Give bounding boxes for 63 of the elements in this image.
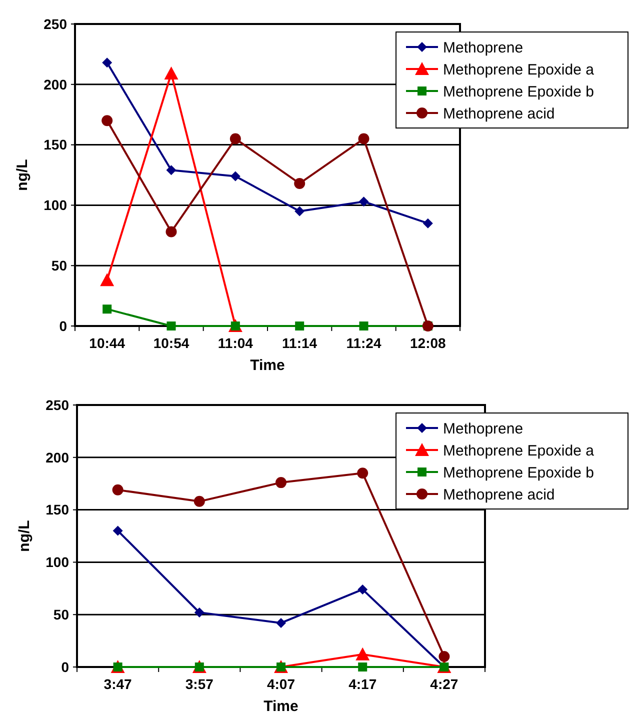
y-tick-label: 200 <box>44 76 68 92</box>
point <box>356 647 370 660</box>
point <box>166 226 177 238</box>
point <box>276 618 286 628</box>
legend-label: Methoprene Epoxide a <box>443 442 595 460</box>
point <box>194 496 205 507</box>
point <box>194 608 204 618</box>
point <box>438 651 450 662</box>
point <box>358 196 369 207</box>
point <box>230 171 240 182</box>
point <box>295 322 304 330</box>
point <box>100 273 114 286</box>
point <box>294 206 305 216</box>
legend-label: Methoprene Epoxide b <box>443 83 594 100</box>
point <box>422 218 433 228</box>
y-tick-label: 50 <box>53 606 70 622</box>
y-tick-label: 200 <box>46 449 70 466</box>
x-axis-title: Time <box>264 698 298 715</box>
x-tick-label: 11:04 <box>218 335 254 351</box>
x-tick-label: 12:08 <box>410 335 446 351</box>
point <box>102 115 113 126</box>
point <box>166 165 176 176</box>
x-tick-label: 3:57 <box>185 676 214 692</box>
point <box>358 662 368 672</box>
y-axis-title: ng/L <box>14 159 31 191</box>
x-axis-title: Time <box>250 357 285 374</box>
legend-label: Methoprene Epoxide b <box>443 464 594 482</box>
x-tick-label: 10:44 <box>89 335 126 351</box>
x-tick-label: 10:54 <box>153 335 190 351</box>
y-axis-title: ng/L <box>16 520 33 552</box>
point <box>102 58 112 68</box>
point <box>164 66 178 80</box>
y-tick-label: 0 <box>59 318 68 334</box>
x-tick-label: 3:47 <box>104 676 132 692</box>
point <box>276 477 286 488</box>
y-tick-label: 0 <box>61 658 70 675</box>
x-tick-label: 11:24 <box>346 335 382 351</box>
legend-label: Methoprene acid <box>443 486 555 504</box>
x-tick-label: 4:17 <box>348 676 377 692</box>
point <box>294 178 306 189</box>
x-tick-label: 4:27 <box>430 676 458 692</box>
y-tick-label: 150 <box>46 502 70 518</box>
legend-label: Methoprene <box>443 39 524 56</box>
point <box>112 526 123 536</box>
point <box>357 468 368 479</box>
y-tick-label: 50 <box>51 258 68 274</box>
point <box>358 133 370 144</box>
point <box>112 484 124 496</box>
legend-label: Methoprene Epoxide a <box>443 61 595 78</box>
y-tick-label: 150 <box>44 136 68 153</box>
y-tick-label: 100 <box>44 197 68 214</box>
point <box>166 322 176 330</box>
point <box>358 584 368 594</box>
point <box>359 322 368 330</box>
x-tick-label: 11:14 <box>282 335 318 351</box>
x-tick-label: 4:07 <box>266 676 296 692</box>
legend-label: Methoprene acid <box>443 105 555 122</box>
point <box>230 133 241 144</box>
y-tick-label: 250 <box>46 396 70 413</box>
legend-label: Methoprene <box>443 420 524 438</box>
y-tick-label: 250 <box>44 16 68 32</box>
y-tick-label: 100 <box>46 554 70 570</box>
point <box>102 304 112 314</box>
